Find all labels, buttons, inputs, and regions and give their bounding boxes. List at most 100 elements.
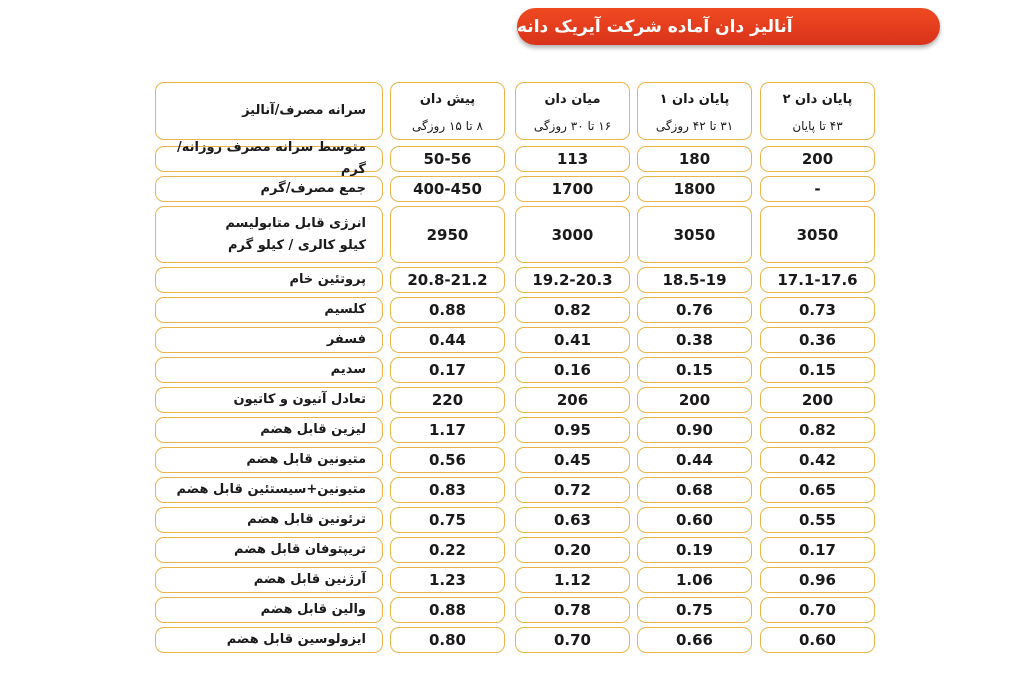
cell-value: 18.5-19: [662, 271, 727, 289]
cell-value: 180: [678, 150, 711, 168]
row-label: پروتئین خام: [289, 272, 366, 287]
cell: 0.70: [760, 597, 875, 623]
cell-value: 0.90: [675, 421, 713, 439]
cell: 0.44: [390, 327, 505, 353]
cell: 0.22: [390, 537, 505, 563]
cell-value: 0.75: [675, 601, 713, 619]
cell: 0.42: [760, 447, 875, 473]
title: آنالیز دان آماده شرکت آیریک دانه: [517, 16, 793, 37]
cell: 50-56: [390, 146, 505, 172]
cell: پایان دان ۱ ۳۱ تا ۴۲ روزگی: [637, 82, 752, 140]
cell-value: 1.17: [428, 421, 466, 439]
cell: -: [760, 176, 875, 202]
cell-value: 220: [431, 391, 464, 409]
cell: 0.75: [390, 507, 505, 533]
row-label: متیونین قابل هضم: [246, 452, 366, 467]
cell-value: 0.60: [675, 511, 713, 529]
cell: 3050: [637, 206, 752, 263]
cell-value: 0.17: [428, 361, 466, 379]
cell: 0.55: [760, 507, 875, 533]
cell-value: 200: [678, 391, 711, 409]
row-label: لیزین قابل هضم: [260, 422, 366, 437]
cell-value: 0.96: [798, 571, 836, 589]
cell: 113: [515, 146, 630, 172]
cell: 0.68: [637, 477, 752, 503]
row-label: متیونین+سیستئین قابل هضم: [176, 482, 366, 497]
title-banner: آنالیز دان آماده شرکت آیریک دانه: [517, 8, 940, 45]
cell: جمع مصرف/گرم: [155, 176, 383, 202]
cell-value: 0.76: [675, 301, 713, 319]
cell: متوسط سرانه مصرف روزانه/گرم: [155, 140, 383, 177]
cell-value: 113: [556, 150, 589, 168]
cell-value: 0.22: [428, 541, 466, 559]
cell: 0.17: [760, 537, 875, 563]
cell-value: 0.55: [798, 511, 836, 529]
cell-value: 400-450: [413, 180, 482, 198]
cell: سدیم: [155, 357, 383, 383]
cell: 0.82: [760, 417, 875, 443]
cell: 206: [515, 387, 630, 413]
row-label: کیلو کالری / کیلو گرم: [228, 237, 366, 253]
column-name: پایان دان ۲: [782, 92, 853, 107]
cell-value: 1700: [551, 180, 594, 198]
row-label: متوسط سرانه مصرف روزانه/گرم: [177, 140, 366, 177]
cell: 0.41: [515, 327, 630, 353]
cell: سرانه مصرف/آنالیز: [155, 82, 383, 140]
column-age: ۳۱ تا ۴۲ روزگی: [655, 119, 734, 133]
cell: 3000: [515, 206, 630, 263]
column-age: ۸ تا ۱۵ روزگی: [412, 119, 483, 133]
cell: 20.8-21.2: [390, 267, 505, 293]
column-name: پایان دان ۱: [659, 92, 730, 107]
cell: 0.82: [515, 297, 630, 323]
cell: 0.60: [637, 507, 752, 533]
cell: تریپتوفان قابل هضم: [155, 537, 383, 563]
cell: کلسیم: [155, 297, 383, 323]
cell: 0.80: [390, 627, 505, 653]
cell: 0.96: [760, 567, 875, 593]
cell: لیزین قابل هضم: [155, 417, 383, 443]
cell-value: 0.82: [553, 301, 591, 319]
cell-value: 0.56: [428, 451, 466, 469]
row-label: آرژنین قابل هضم: [253, 572, 366, 587]
cell: 0.36: [760, 327, 875, 353]
cell-value: 0.20: [553, 541, 591, 559]
cell: 400-450: [390, 176, 505, 202]
cell: 0.15: [637, 357, 752, 383]
cell-value: 0.72: [553, 481, 591, 499]
cell: 180: [637, 146, 752, 172]
cell: 0.38: [637, 327, 752, 353]
cell-value: 0.15: [675, 361, 713, 379]
cell-value: 200: [801, 150, 834, 168]
cell-value: 1800: [673, 180, 716, 198]
cell: 200: [760, 146, 875, 172]
column-name: میان دان: [544, 92, 601, 107]
cell: 0.90: [637, 417, 752, 443]
row-label: انرژی قابل متابولیسم: [225, 215, 366, 231]
cell-value: 0.15: [798, 361, 836, 379]
cell: 0.88: [390, 297, 505, 323]
cell-value: 3050: [796, 225, 839, 244]
cell: 0.60: [760, 627, 875, 653]
cell: 0.45: [515, 447, 630, 473]
cell: پیش دان ۸ تا ۱۵ روزگی: [390, 82, 505, 140]
row-label: تریپتوفان قابل هضم: [233, 542, 366, 557]
cell: 0.17: [390, 357, 505, 383]
cell-value: 0.60: [798, 631, 836, 649]
cell-value: 0.36: [798, 331, 836, 349]
cell-value: 0.42: [798, 451, 836, 469]
cell: متیونین قابل هضم: [155, 447, 383, 473]
cell: 19.2-20.3: [515, 267, 630, 293]
cell-value: 0.17: [798, 541, 836, 559]
cell: پایان دان ۲ ۴۳ تا پایان: [760, 82, 875, 140]
cell: انرژی قابل متابولیسم کیلو کالری / کیلو گر…: [155, 206, 383, 263]
row-label: جمع مصرف/گرم: [260, 181, 366, 196]
cell: 17.1-17.6: [760, 267, 875, 293]
cell: آرژنین قابل هضم: [155, 567, 383, 593]
cell-value: 1.06: [675, 571, 713, 589]
row-label: سدیم: [330, 362, 366, 377]
cell: 0.76: [637, 297, 752, 323]
cell-value: 1.23: [428, 571, 466, 589]
row-label: ایزولوسین قابل هضم: [226, 632, 366, 647]
cell-value: 19.2-20.3: [532, 271, 613, 289]
